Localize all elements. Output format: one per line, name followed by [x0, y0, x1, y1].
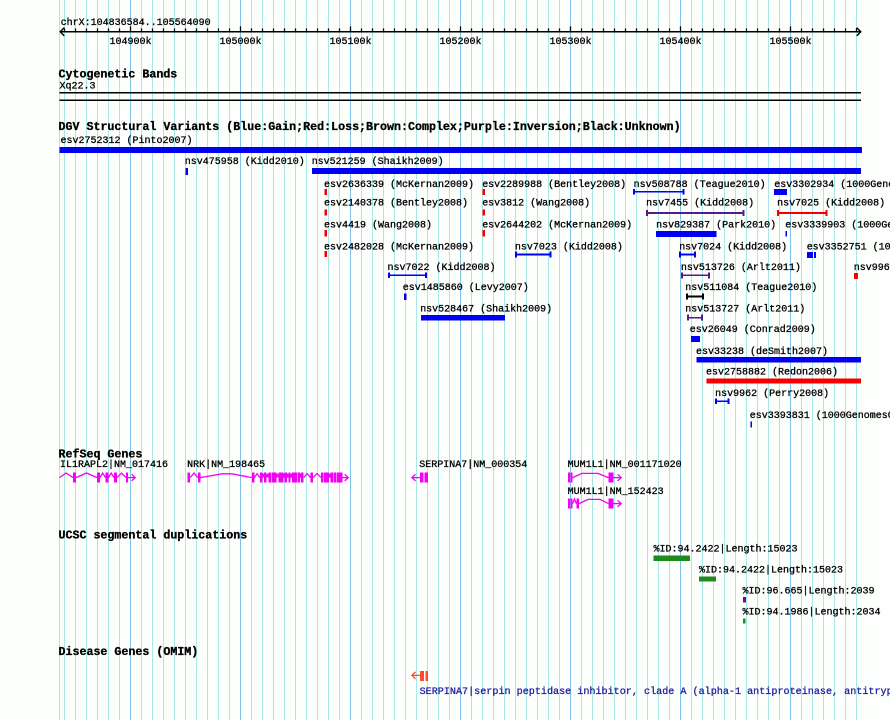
svg-text:%ID:94.1986|Length:2034: %ID:94.1986|Length:2034 [743, 606, 881, 618]
svg-text:IL1RAPL2|NM_017416: IL1RAPL2|NM_017416 [60, 459, 168, 471]
svg-text:chrX:104836584..105564090: chrX:104836584..105564090 [61, 17, 211, 29]
svg-text:nsv475958 (Kidd2010): nsv475958 (Kidd2010) [185, 156, 305, 168]
svg-text:Cytogenetic Bands: Cytogenetic Bands [59, 69, 178, 82]
svg-text:esv3339903 (1000GenomesPilotPr: esv3339903 (1000GenomesPilotProject) [785, 220, 890, 232]
svg-text:nsv9963 (Perry2008): nsv9963 (Perry2008) [854, 262, 890, 274]
svg-text:104900k: 104900k [110, 36, 152, 48]
svg-text:esv2636339 (McKernan2009): esv2636339 (McKernan2009) [324, 179, 474, 191]
svg-text:105300k: 105300k [550, 36, 592, 48]
svg-text:nsv7024 (Kidd2008): nsv7024 (Kidd2008) [679, 241, 787, 253]
svg-text:Disease Genes (OMIM): Disease Genes (OMIM) [59, 646, 199, 659]
svg-text:esv3393831 (1000GenomesConsort: esv3393831 (1000GenomesConsortium) [750, 410, 890, 422]
svg-text:esv2482028 (McKernan2009): esv2482028 (McKernan2009) [324, 241, 474, 253]
svg-text:esv3812 (Wang2008): esv3812 (Wang2008) [482, 198, 590, 210]
svg-text:Xq22.3: Xq22.3 [60, 82, 96, 93]
svg-text:nsv7023 (Kidd2008): nsv7023 (Kidd2008) [515, 241, 623, 253]
svg-text:esv2289988 (Bentley2008): esv2289988 (Bentley2008) [482, 179, 626, 191]
svg-text:esv2752312 (Pinto2007): esv2752312 (Pinto2007) [61, 135, 193, 147]
svg-text:nsv513726 (Arlt2011): nsv513726 (Arlt2011) [681, 262, 801, 274]
svg-text:nsv829387 (Park2010): nsv829387 (Park2010) [656, 220, 776, 232]
svg-text:RefSeq Genes: RefSeq Genes [59, 448, 143, 461]
svg-text:esv4419 (Wang2008): esv4419 (Wang2008) [324, 220, 432, 232]
svg-text:esv2758882 (Redon2006): esv2758882 (Redon2006) [706, 367, 838, 379]
svg-text:nsv508788 (Teague2010): nsv508788 (Teague2010) [634, 179, 766, 191]
svg-text:nsv7025 (Kidd2008): nsv7025 (Kidd2008) [777, 198, 885, 210]
svg-text:esv33238 (deSmith2007): esv33238 (deSmith2007) [696, 346, 828, 358]
svg-text:MUM1L1|NM_152423: MUM1L1|NM_152423 [568, 486, 664, 498]
svg-text:SERPINA7|NM_000354: SERPINA7|NM_000354 [419, 459, 527, 471]
svg-text:nsv528467 (Shaikh2009): nsv528467 (Shaikh2009) [420, 303, 552, 315]
svg-text:esv26049 (Conrad2009): esv26049 (Conrad2009) [690, 324, 816, 336]
svg-text:105000k: 105000k [220, 36, 262, 48]
svg-text:%ID:94.2422|Length:15023: %ID:94.2422|Length:15023 [654, 544, 798, 556]
svg-text:esv1485860 (Levy2007): esv1485860 (Levy2007) [403, 282, 529, 294]
svg-text:SERPINA7|serpin peptidase inhi: SERPINA7|serpin peptidase inhibitor, cla… [420, 686, 890, 698]
svg-text:esv2644202 (McKernan2009): esv2644202 (McKernan2009) [482, 220, 632, 232]
svg-text:esv3302934 (1000GenomesPilotPr: esv3302934 (1000GenomesPilotProject) [774, 179, 890, 191]
svg-text:DGV Structural Variants (Blue:: DGV Structural Variants (Blue:Gain;Red:L… [59, 121, 681, 134]
svg-text:nsv511084 (Teague2010): nsv511084 (Teague2010) [685, 282, 817, 294]
svg-text:UCSC segmental duplications: UCSC segmental duplications [59, 530, 248, 543]
svg-text:NRK|NM_198465: NRK|NM_198465 [187, 459, 265, 471]
svg-text:105500k: 105500k [770, 36, 812, 48]
svg-text:nsv7455 (Kidd2008): nsv7455 (Kidd2008) [646, 198, 754, 210]
svg-text:%ID:96.665|Length:2039: %ID:96.665|Length:2039 [743, 585, 875, 597]
svg-text:esv3352751 (1000GenomesPilotPr: esv3352751 (1000GenomesPilotProject) [807, 241, 890, 253]
svg-text:105200k: 105200k [440, 36, 482, 48]
svg-text:nsv513727 (Arlt2011): nsv513727 (Arlt2011) [685, 303, 805, 315]
svg-text:%ID:94.2422|Length:15023: %ID:94.2422|Length:15023 [699, 565, 843, 577]
svg-text:MUM1L1|NM_001171020: MUM1L1|NM_001171020 [568, 459, 682, 471]
svg-text:nsv7022 (Kidd2008): nsv7022 (Kidd2008) [388, 262, 496, 274]
svg-text:nsv521259 (Shaikh2009): nsv521259 (Shaikh2009) [312, 156, 444, 168]
svg-text:105400k: 105400k [660, 36, 702, 48]
svg-text:105100k: 105100k [330, 36, 372, 48]
svg-text:nsv9962 (Perry2008): nsv9962 (Perry2008) [715, 388, 829, 400]
svg-text:esv2140378 (Bentley2008): esv2140378 (Bentley2008) [324, 198, 468, 210]
